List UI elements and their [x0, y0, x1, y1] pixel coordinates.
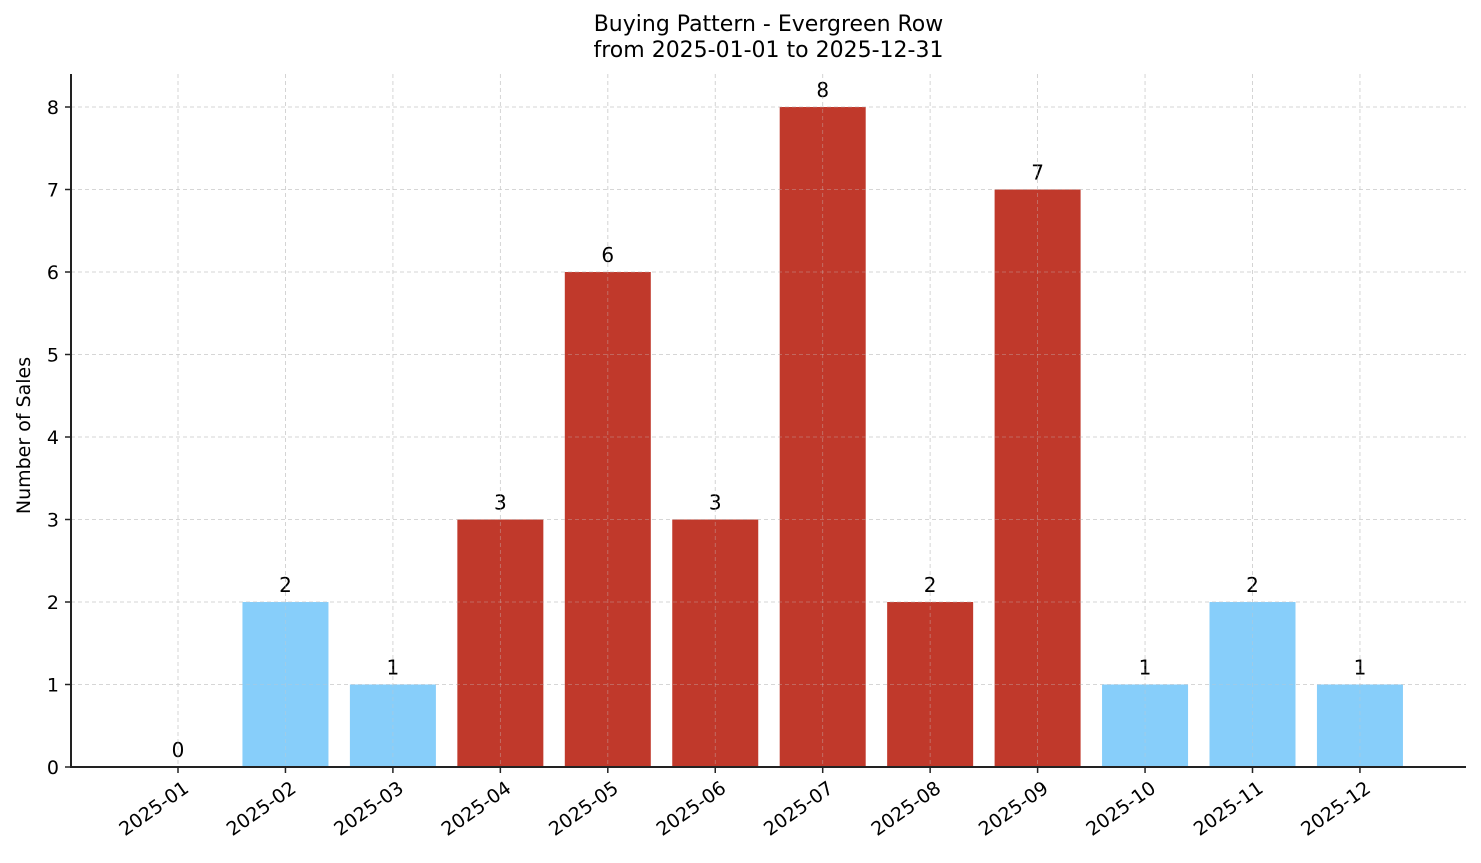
- bar: [242, 602, 329, 767]
- x-tick-label: 2025-12: [1297, 777, 1375, 841]
- x-tick-label: 2025-02: [223, 777, 301, 841]
- bar-value-label: 3: [494, 491, 507, 515]
- y-tick-label: 0: [47, 757, 59, 779]
- bar: [887, 602, 974, 767]
- bar-value-label: 1: [387, 656, 400, 680]
- bar-value-label: 2: [924, 573, 937, 597]
- y-tick-label: 3: [47, 510, 59, 532]
- y-tick-label: 8: [47, 97, 59, 119]
- chart-title-main: Buying Pattern - Evergreen Row: [593, 12, 944, 37]
- bar: [779, 107, 866, 767]
- x-tick-label: 2025-11: [1190, 777, 1268, 841]
- bar: [349, 684, 436, 767]
- y-tick-label: 1: [47, 675, 59, 697]
- x-tick-label: 2025-08: [867, 777, 945, 841]
- bar: [1209, 602, 1296, 767]
- y-tick-label: 4: [47, 427, 59, 449]
- y-axis-label: Number of Sales: [13, 357, 35, 514]
- chart-title: Buying Pattern - Evergreen Row from 2025…: [0, 12, 1481, 64]
- y-tick-label: 5: [47, 345, 59, 367]
- bar-value-label: 2: [279, 573, 292, 597]
- chart-subtitle: from 2025-01-01 to 2025-12-31: [593, 38, 944, 63]
- bar: [1316, 684, 1403, 767]
- x-tick-label: 2025-10: [1082, 777, 1160, 841]
- x-tick-label: 2025-07: [760, 777, 838, 841]
- y-tick-label: 7: [47, 180, 59, 202]
- bar: [1102, 684, 1189, 767]
- x-tick-label: 2025-06: [652, 777, 730, 841]
- x-tick-label: 2025-09: [975, 777, 1053, 841]
- bar-value-label: 8: [816, 78, 829, 102]
- bar-value-label: 6: [601, 243, 614, 267]
- bar: [994, 189, 1081, 767]
- bar-value-label: 7: [1031, 161, 1044, 185]
- bar: [564, 272, 651, 767]
- x-tick-label: 2025-05: [545, 777, 623, 841]
- bar: [672, 519, 759, 767]
- bar-value-label: 3: [709, 491, 722, 515]
- bar-value-label: 1: [1139, 656, 1152, 680]
- y-tick-label: 6: [47, 262, 59, 284]
- bar-value-label: 2: [1246, 573, 1259, 597]
- bar-value-label: 0: [172, 738, 185, 762]
- bar-value-label: 1: [1354, 656, 1367, 680]
- y-tick-label: 2: [47, 592, 59, 614]
- x-tick-label: 2025-01: [115, 777, 193, 841]
- x-tick-label: 2025-04: [438, 777, 516, 841]
- bar: [457, 519, 544, 767]
- x-tick-label: 2025-03: [330, 777, 408, 841]
